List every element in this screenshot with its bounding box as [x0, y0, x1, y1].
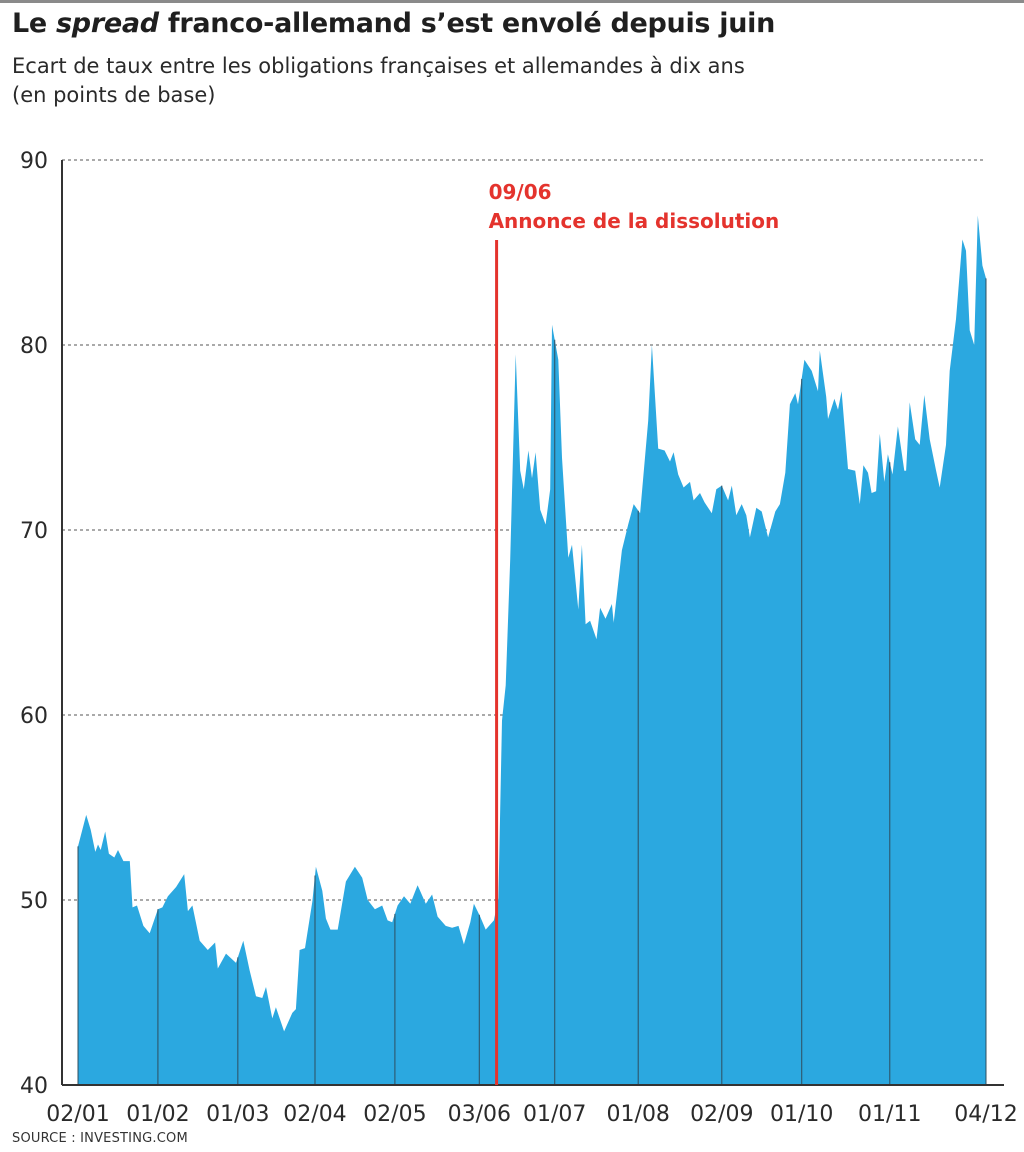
y-tick-label: 70 [20, 519, 48, 544]
x-tick-label: 01/08 [607, 1102, 670, 1127]
x-tick-label: 02/09 [690, 1102, 753, 1127]
chart-title: Le spread franco-allemand s’est envolé d… [12, 8, 775, 39]
top-rule [0, 0, 1024, 3]
spread-area [78, 215, 986, 1085]
x-tick-label: 01/11 [858, 1102, 921, 1127]
y-tick-label: 60 [20, 704, 48, 729]
x-tick-label: 02/04 [283, 1102, 346, 1127]
chart-subtitle: Ecart de taux entre les obligations fran… [12, 52, 912, 110]
annotation-label: Annonce de la dissolution [489, 209, 780, 233]
x-tick-label: 01/03 [206, 1102, 269, 1127]
x-tick-label: 04/12 [954, 1102, 1017, 1127]
title-suffix: franco-allemand s’est envolé depuis juin [158, 8, 776, 39]
title-prefix: Le [12, 8, 57, 39]
source-note: SOURCE : INVESTING.COM [12, 1131, 188, 1146]
subtitle-line-1: Ecart de taux entre les obligations fran… [12, 54, 745, 78]
y-tick-label: 40 [20, 1074, 48, 1099]
annotation-date: 09/06 [489, 180, 552, 204]
month-markers [77, 278, 987, 1085]
x-tick-label: 01/10 [770, 1102, 833, 1127]
x-tick-label: 02/01 [46, 1102, 109, 1127]
x-tick-label: 02/05 [363, 1102, 426, 1127]
x-tick-label: 03/06 [448, 1102, 511, 1127]
y-tick-label: 90 [20, 149, 48, 174]
y-tick-label: 50 [20, 889, 48, 914]
y-axis-ticks: 40 50 60 70 80 90 [20, 149, 48, 1099]
title-italic-word: spread [56, 8, 159, 39]
x-axis-ticks: 02/01 01/02 01/03 02/04 02/05 03/06 01/07 01/08… [46, 1102, 1017, 1127]
subtitle-line-2: (en points de base) [12, 83, 216, 107]
x-tick-label: 01/02 [126, 1102, 189, 1127]
y-tick-label: 80 [20, 334, 48, 359]
x-tick-label: 01/07 [523, 1102, 586, 1127]
